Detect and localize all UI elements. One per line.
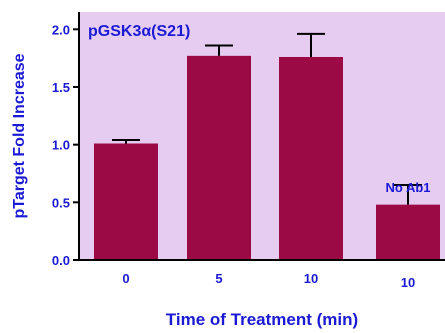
- x-tick-label-0: 0: [122, 271, 129, 286]
- y-tick-label-2: 1.0: [52, 138, 70, 153]
- y-tick-label-0: 0.0: [52, 253, 70, 268]
- bar-1: [187, 55, 251, 261]
- error-bars: [112, 32, 422, 205]
- y-tick-label-1: 0.5: [52, 195, 70, 210]
- bar-0: [94, 143, 158, 260]
- y-tick-label-4: 2.0: [52, 22, 70, 37]
- annotation-no-ab1: No Ab1: [385, 180, 430, 195]
- bar-3: [376, 204, 440, 260]
- error-bar-3: [394, 184, 422, 205]
- x-ticks: 0 5 10 10: [122, 271, 415, 290]
- y-ticks: 0.0 0.5 1.0 1.5 2.0: [52, 22, 79, 268]
- chart-title: pGSK3α(S21): [88, 23, 190, 40]
- error-bar-2: [297, 32, 325, 57]
- bar-2: [279, 56, 343, 260]
- y-tick-label-3: 1.5: [52, 80, 70, 95]
- x-axis-label: Time of Treatment (min): [166, 310, 358, 329]
- error-bar-0: [112, 139, 140, 144]
- x-tick-label-3: 10: [401, 275, 415, 290]
- x-tick-label-1: 5: [215, 271, 222, 286]
- bars: [94, 55, 440, 261]
- y-axis-label: pTarget Fold Increase: [11, 53, 28, 218]
- error-bar-1: [205, 44, 233, 56]
- x-tick-label-2: 10: [304, 271, 318, 286]
